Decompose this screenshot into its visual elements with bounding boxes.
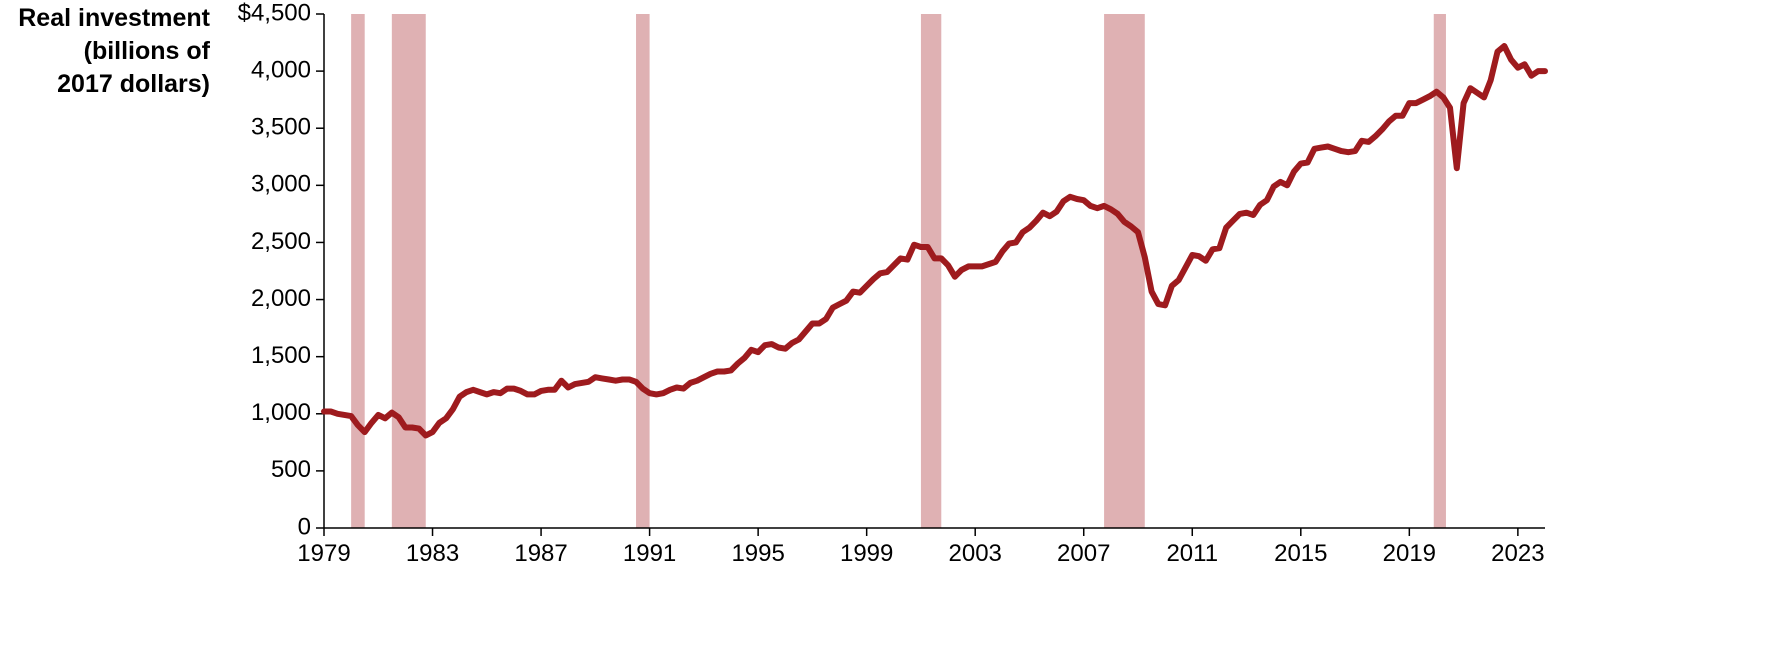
x-tick-label: 1979 — [297, 540, 350, 567]
tick-labels: 0 500 1,000 1,500 2,000 2,500 3,000 3,500 4,000 $… — [238, 0, 1545, 567]
y-tick-label: $4,500 — [238, 0, 311, 26]
x-tick-label: 2023 — [1491, 540, 1544, 567]
y-axis-label-line-3: 2017 dollars) — [57, 70, 210, 98]
y-tick-label: 1,000 — [251, 399, 311, 426]
x-tick-label: 1987 — [514, 540, 567, 567]
series-layer — [321, 43, 1548, 439]
y-tick-label: 1,500 — [251, 342, 311, 369]
recession-band-2 — [391, 14, 426, 528]
x-tick-label: 2003 — [949, 540, 1002, 567]
y-tick-label: 0 — [298, 513, 311, 540]
y-tick-label: 3,000 — [251, 171, 311, 198]
x-tick-label: 2019 — [1383, 540, 1436, 567]
axes — [316, 13, 1545, 536]
recession-band-6 — [1433, 14, 1446, 528]
y-axis-label-line-2: (billions of — [83, 37, 210, 65]
recession-band-5 — [1104, 14, 1145, 528]
y-tick-label: 3,500 — [251, 114, 311, 141]
x-tick-label: 1999 — [840, 540, 893, 567]
recession-shading-layer — [351, 14, 1446, 528]
x-tick-label: 1991 — [623, 540, 676, 567]
x-tick-label: 1983 — [406, 540, 459, 567]
y-tick-label: 2,000 — [251, 285, 311, 312]
recession-band-1 — [351, 14, 365, 528]
y-tick-label: 4,000 — [251, 56, 311, 83]
x-tick-label: 2011 — [1166, 540, 1218, 567]
y-tick-label: 500 — [271, 456, 311, 483]
y-axis-label: Real investment (billions of 2017 dollar… — [0, 2, 210, 101]
recession-band-4 — [920, 14, 942, 528]
y-tick-label: 2,500 — [251, 228, 311, 255]
real-investment-line — [321, 43, 1548, 439]
x-tick-label: 2015 — [1274, 540, 1327, 567]
x-tick-label: 2007 — [1057, 540, 1110, 567]
x-tick-label: 1995 — [731, 540, 784, 567]
recession-band-3 — [636, 14, 650, 528]
y-axis-label-line-1: Real investment — [18, 4, 210, 32]
